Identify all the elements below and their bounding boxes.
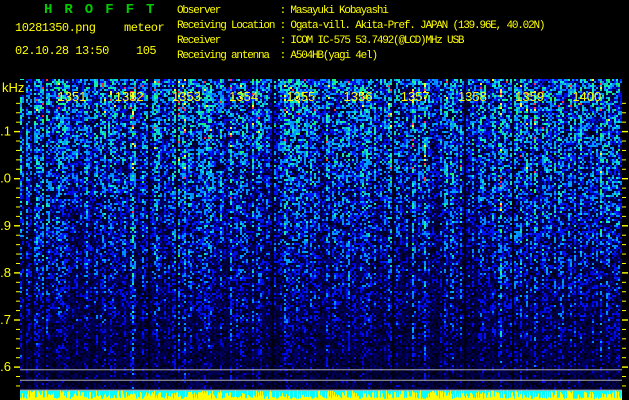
svg-text:0.9: 0.9 — [0, 218, 11, 233]
svg-text:1.1: 1.1 — [0, 124, 11, 139]
svg-text:0.6: 0.6 — [0, 359, 11, 374]
svg-text:0.8: 0.8 — [0, 265, 11, 280]
svg-text:1.0: 1.0 — [0, 171, 11, 186]
svg-text:0.7: 0.7 — [0, 312, 11, 327]
